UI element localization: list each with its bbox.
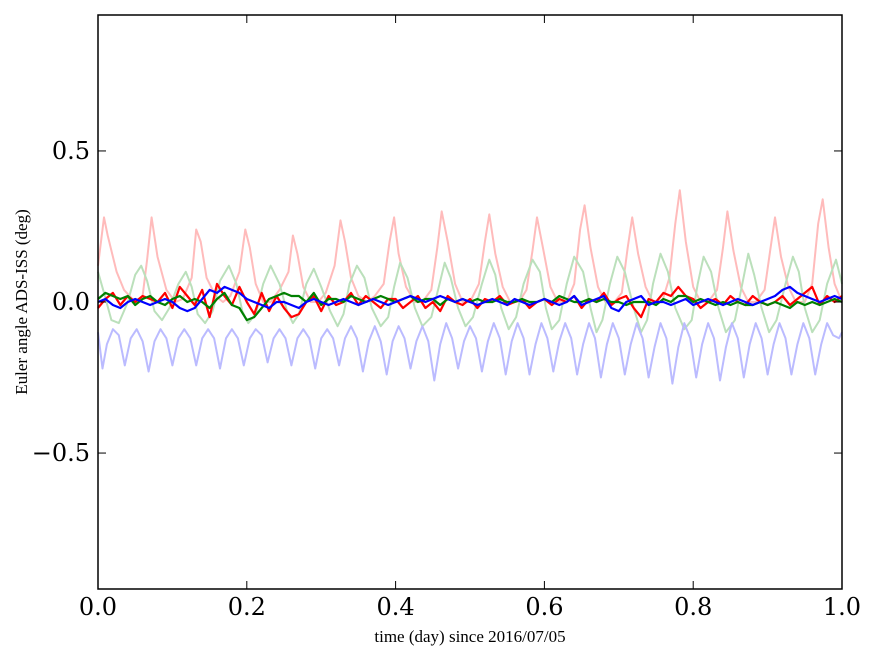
x-tick-label: 0.6 [525,593,563,621]
series-layer [97,189,843,385]
x-tick-label: 0.2 [228,593,266,621]
series-line-3 [97,322,843,385]
x-axis-title: time (day) since 2016/07/05 [374,627,565,646]
series-line-1 [97,189,843,303]
y-tick-label: 0.0 [52,288,90,316]
y-tick-label: 0.5 [52,137,90,165]
x-tick-label: 1.0 [823,593,861,621]
series-line-6 [97,285,843,313]
x-tick-label: 0.8 [674,593,712,621]
y-axis-title: Euler angle ADS-ISS (deg) [12,209,31,395]
x-tick-label: 0.0 [79,593,117,621]
series-line-2 [97,252,843,334]
series-line-4 [97,282,843,319]
ticks-layer: 0.0 0.2 0.4 0.6 0.8 1.0 −0.5 0.0 0.5 [32,15,861,621]
y-tick-label: −0.5 [32,439,90,467]
x-tick-label: 0.4 [377,593,415,621]
